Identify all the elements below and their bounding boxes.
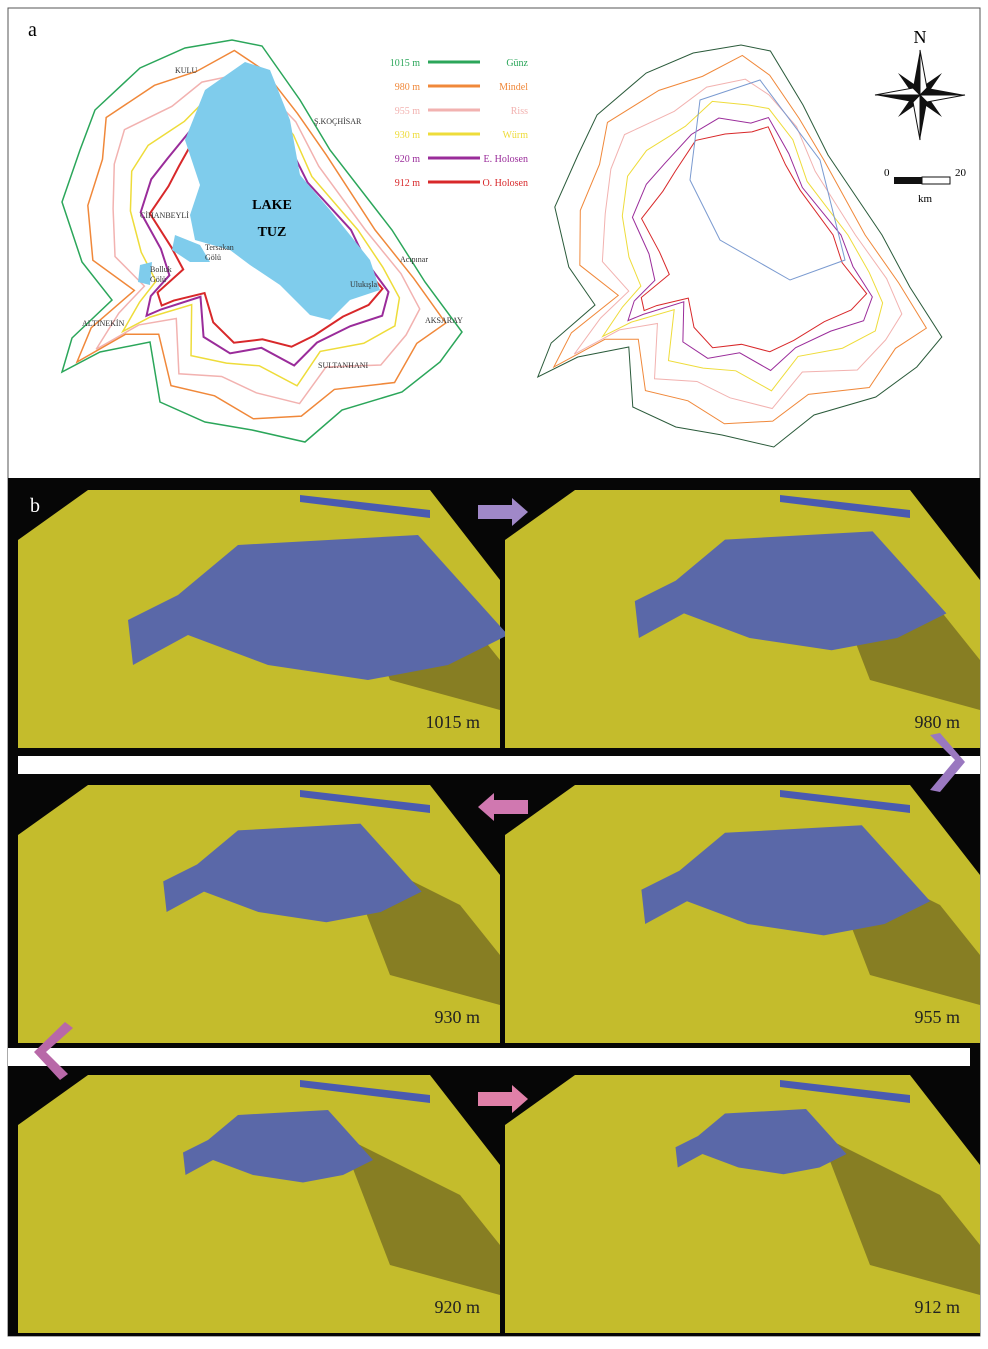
place: Gölü	[150, 275, 166, 284]
arrows	[34, 498, 965, 1113]
contours-right	[536, 44, 943, 448]
frame-label: 1015 m	[425, 712, 480, 732]
legend-name: Günz	[506, 58, 528, 69]
frame-label: 930 m	[434, 1007, 480, 1027]
place: SULTANHANI	[318, 361, 369, 370]
terrain-shade	[820, 1135, 980, 1295]
legend-level: 980 m	[395, 82, 421, 93]
contour	[689, 79, 846, 281]
river	[300, 495, 430, 518]
scale-bar: 0 20 km	[884, 167, 967, 205]
lake	[634, 531, 947, 651]
lake-label: TUZ	[258, 225, 287, 240]
river	[780, 1080, 910, 1103]
place: Tersakan	[205, 243, 234, 252]
place: ALTINEKİN	[82, 319, 125, 328]
river	[780, 495, 910, 518]
panel-label: a	[28, 19, 37, 41]
scale-end: 20	[955, 167, 967, 179]
frame-label: 980 m	[914, 712, 960, 732]
places: KULU Ş.KOÇHİSAR CİHANBEYLİ Tersakan Gölü…	[82, 66, 463, 370]
frame-label: 955 m	[914, 1007, 960, 1027]
place: Gölü	[205, 253, 221, 262]
terrain-shade	[340, 1135, 500, 1295]
terrain	[505, 1075, 980, 1333]
lake-label: LAKE	[252, 198, 292, 213]
river	[780, 790, 910, 813]
legend-name: O. Holosen	[482, 178, 528, 189]
contour	[573, 78, 903, 410]
legend: 1015 m Günz 980 m Mindel 955 m Riss 930 m Würm 9…	[390, 58, 529, 189]
lake	[128, 535, 508, 680]
legend-name: Riss	[511, 106, 528, 117]
compass: N	[874, 27, 966, 141]
contour	[640, 126, 868, 353]
panel-label: b	[30, 495, 40, 517]
contour	[536, 44, 943, 448]
contour	[627, 116, 873, 372]
river	[300, 790, 430, 813]
place: Bolluk	[150, 265, 172, 274]
legend-level: 930 m	[395, 130, 421, 141]
lake	[675, 1109, 847, 1175]
place: CİHANBEYLİ	[140, 211, 189, 220]
legend-name: E. Holosen	[484, 154, 528, 165]
legend-level: 955 m	[395, 106, 421, 117]
separator	[8, 1048, 970, 1066]
contour	[601, 100, 884, 392]
frame-label: 920 m	[434, 1297, 480, 1317]
separator	[18, 756, 980, 774]
place: KULU	[175, 66, 197, 75]
frames: 1015 m 980 m 930 m 955 m 920 m 912 m	[18, 490, 980, 1333]
legend-level: 912 m	[395, 178, 421, 189]
scale-unit: km	[918, 193, 933, 205]
legend-level: 1015 m	[390, 58, 421, 69]
compass-north: N	[914, 27, 927, 47]
place: Acıpınar	[400, 255, 428, 264]
legend-name: Mindel	[499, 82, 528, 93]
legend-level: 920 m	[395, 154, 421, 165]
contour	[552, 54, 928, 425]
terrain	[18, 1075, 500, 1333]
river	[300, 1080, 430, 1103]
lake	[183, 1110, 373, 1183]
scale-start: 0	[884, 167, 890, 179]
lake	[185, 62, 380, 320]
lake	[163, 823, 422, 923]
lake	[641, 825, 931, 936]
place: Ş.KOÇHİSAR	[314, 117, 362, 126]
place: Ulukışla	[350, 280, 378, 289]
small-lakes	[138, 235, 210, 285]
contour	[60, 39, 463, 443]
place: AKSARAY	[425, 316, 463, 325]
frame-label: 912 m	[914, 1297, 960, 1317]
legend-name: Würm	[502, 130, 528, 141]
